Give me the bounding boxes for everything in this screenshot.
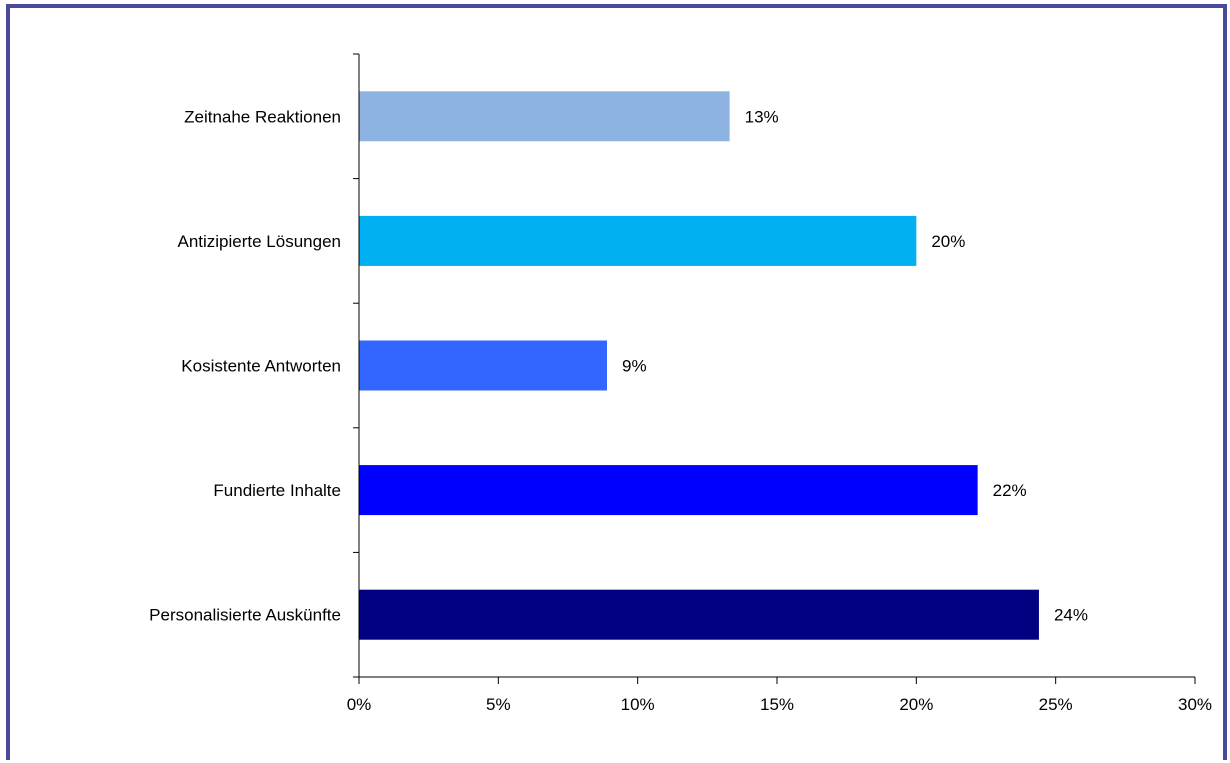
value-label-0: 13% — [745, 107, 779, 126]
value-label-2: 9% — [622, 357, 647, 376]
x-tick-label-1: 5% — [486, 695, 511, 714]
category-label-3: Fundierte Inhalte — [213, 481, 341, 500]
x-tick-label-4: 20% — [899, 695, 933, 714]
x-tick-label-0: 0% — [347, 695, 372, 714]
value-label-1: 20% — [931, 232, 965, 251]
bar-3 — [359, 465, 978, 516]
bar-2 — [359, 340, 608, 391]
bar-4 — [359, 589, 1039, 640]
axes-group — [353, 53, 1196, 684]
value-label-4: 24% — [1054, 606, 1088, 625]
bar-0 — [359, 91, 730, 142]
x-tick-label-6: 30% — [1178, 695, 1212, 714]
x-tick-label-3: 15% — [760, 695, 794, 714]
bar-1 — [359, 215, 917, 266]
category-label-4: Personalisierte Auskünfte — [149, 606, 341, 625]
category-label-2: Kosistente Antworten — [181, 357, 341, 376]
labels-group: Zeitnahe Reaktionen 13% Antizipierte Lösun… — [149, 107, 1212, 714]
x-tick-label-5: 25% — [1039, 695, 1073, 714]
x-tick-label-2: 10% — [621, 695, 655, 714]
value-label-3: 22% — [993, 481, 1027, 500]
category-label-0: Zeitnahe Reaktionen — [184, 107, 341, 126]
category-label-1: Antizipierte Lösungen — [177, 232, 341, 251]
bars-group — [359, 91, 1039, 640]
